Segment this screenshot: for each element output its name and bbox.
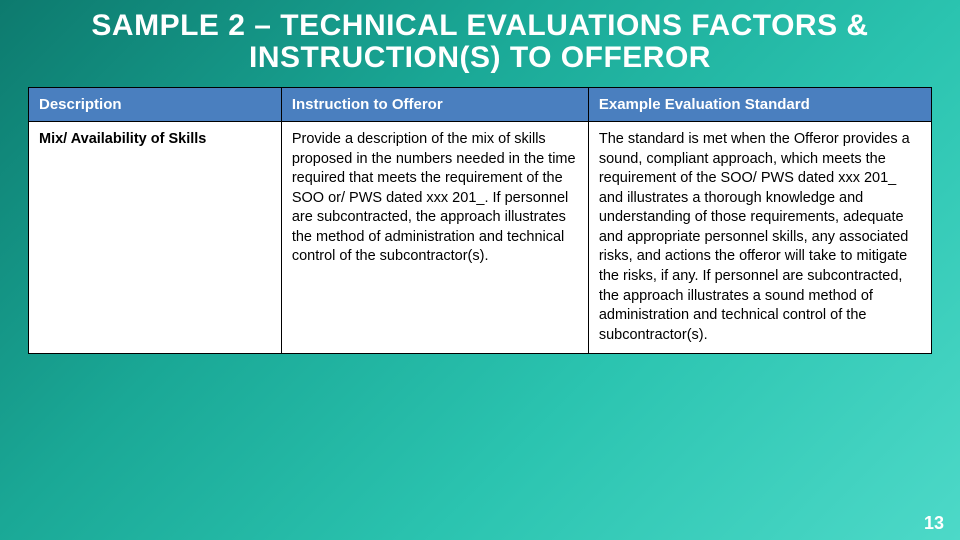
cell-description: Mix/ Availability of Skills bbox=[29, 122, 282, 354]
table-container: Description Instruction to Offeror Examp… bbox=[28, 87, 932, 354]
page-number: 13 bbox=[924, 513, 944, 534]
cell-standard: The standard is met when the Offeror pro… bbox=[588, 122, 931, 354]
col-header-instruction: Instruction to Offeror bbox=[281, 88, 588, 122]
table-row: Mix/ Availability of Skills Provide a de… bbox=[29, 122, 932, 354]
cell-instruction: Provide a description of the mix of skil… bbox=[281, 122, 588, 354]
col-header-description: Description bbox=[29, 88, 282, 122]
col-header-standard: Example Evaluation Standard bbox=[588, 88, 931, 122]
evaluation-table: Description Instruction to Offeror Examp… bbox=[28, 87, 932, 354]
table-header-row: Description Instruction to Offeror Examp… bbox=[29, 88, 932, 122]
slide-title: SAMPLE 2 – TECHNICAL EVALUATIONS FACTORS… bbox=[0, 0, 960, 87]
